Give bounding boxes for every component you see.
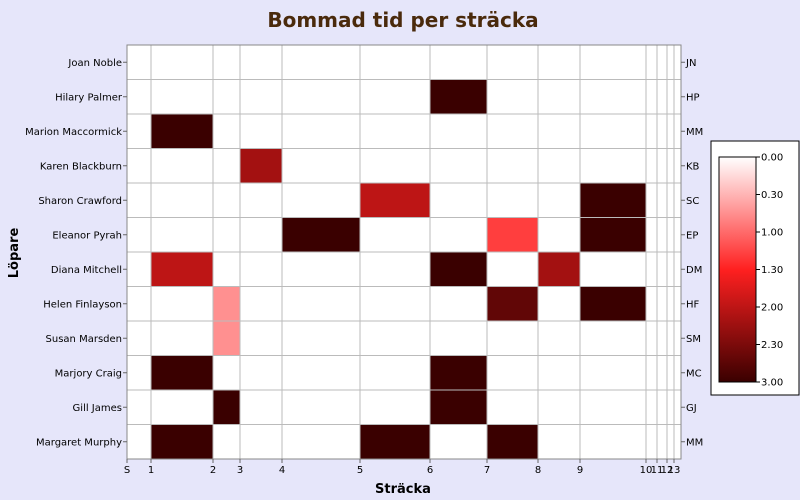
heatmap-cell bbox=[580, 217, 646, 252]
runner-initials-label: EP bbox=[686, 230, 698, 241]
x-tick-label: 11 bbox=[651, 465, 664, 476]
x-tick-label: 2 bbox=[210, 465, 216, 476]
x-tick-label: 5 bbox=[357, 465, 363, 476]
heatmap-cell bbox=[213, 321, 240, 356]
heatmap-cell bbox=[580, 286, 646, 321]
runner-name-label: Eleanor Pyrah bbox=[52, 230, 122, 241]
heatmap-cell bbox=[430, 252, 487, 287]
runner-initials-label: SC bbox=[686, 196, 699, 207]
runner-name-label: Susan Marsden bbox=[46, 334, 122, 345]
colorbar-tick-label: 0.00 bbox=[761, 153, 783, 164]
colorbar-swatch bbox=[718, 156, 757, 383]
heatmap-cell bbox=[487, 217, 538, 252]
chart-title: Bommad tid per sträcka bbox=[267, 8, 538, 32]
heatmap-cell bbox=[213, 390, 240, 425]
heatmap-cell bbox=[282, 217, 360, 252]
runner-name-label: Joan Noble bbox=[67, 58, 122, 69]
runner-initials-label: DM bbox=[686, 265, 702, 276]
heatmap-cell bbox=[360, 183, 430, 218]
runner-initials-label: HP bbox=[686, 92, 700, 103]
x-tick-label: 6 bbox=[427, 465, 433, 476]
runner-name-label: Marjory Craig bbox=[55, 368, 122, 379]
plot-border bbox=[126, 44, 682, 460]
runner-name-label: Gill James bbox=[73, 403, 122, 414]
runner-initials-label: MM bbox=[686, 437, 703, 448]
runner-initials-label: MM bbox=[686, 127, 703, 138]
x-tick-label: 7 bbox=[484, 465, 490, 476]
x-tick-label: 3 bbox=[237, 465, 243, 476]
colorbar-tick-label: 0.30 bbox=[761, 190, 783, 201]
x-tick-label: 12 bbox=[661, 465, 674, 476]
x-tick-label: 13 bbox=[668, 465, 681, 476]
colorbar-tick-label: 2.00 bbox=[761, 303, 783, 314]
runner-initials-label: HF bbox=[686, 299, 700, 310]
heatmap-cell bbox=[151, 355, 213, 390]
heatmap-cell bbox=[430, 79, 487, 114]
x-tick-label: 9 bbox=[577, 465, 583, 476]
heatmap-cell bbox=[430, 390, 487, 425]
heatmap-cell bbox=[580, 183, 646, 218]
heatmap-cell bbox=[240, 148, 282, 183]
x-tick-label: S bbox=[124, 465, 130, 476]
runner-name-label: Margaret Murphy bbox=[36, 437, 122, 448]
heatmap-cell bbox=[151, 114, 213, 149]
runner-name-label: Sharon Crawford bbox=[38, 196, 122, 207]
x-tick-label: 10 bbox=[640, 465, 653, 476]
heatmap-cell bbox=[360, 424, 430, 459]
heatmap-cell bbox=[487, 286, 538, 321]
runner-initials-label: KB bbox=[686, 161, 700, 172]
heatmap-cell bbox=[213, 286, 240, 321]
runner-initials-label: GJ bbox=[686, 403, 697, 414]
x-tick-label: 8 bbox=[535, 465, 541, 476]
colorbar-tick-label: 3.00 bbox=[761, 378, 783, 389]
colorbar-legend: 0.00 0.30 1.00 1.30 2.00 2.30 3.00 bbox=[710, 140, 800, 396]
heatmap-cell bbox=[430, 355, 487, 390]
colorbar-tick-label: 1.00 bbox=[761, 228, 783, 239]
colorbar-tick-label: 1.30 bbox=[761, 265, 783, 276]
runner-name-label: Hilary Palmer bbox=[55, 92, 123, 103]
runner-name-label: Diana Mitchell bbox=[51, 265, 122, 276]
y-axis-title: Löpare bbox=[7, 228, 22, 279]
runner-initials-label: JN bbox=[685, 58, 696, 69]
runner-initials-label: MC bbox=[686, 368, 702, 379]
heatmap-cell bbox=[487, 424, 538, 459]
runner-name-label: Karen Blackburn bbox=[40, 161, 122, 172]
plot-area: Joan Noble JN Hilary Palmer HP Marion Maccor… bbox=[25, 44, 703, 476]
heatmap-cell bbox=[151, 252, 213, 287]
heatmap-cell bbox=[151, 424, 213, 459]
runner-initials-label: SM bbox=[686, 334, 701, 345]
runner-name-label: Marion Maccormick bbox=[25, 127, 122, 138]
x-tick-label: 4 bbox=[279, 465, 285, 476]
colorbar-tick-label: 2.30 bbox=[761, 340, 783, 351]
runner-name-label: Helen Finlayson bbox=[43, 299, 122, 310]
heatmap-cell bbox=[538, 252, 580, 287]
x-tick-label: 1 bbox=[148, 465, 154, 476]
x-axis-title: Sträcka bbox=[375, 482, 431, 497]
